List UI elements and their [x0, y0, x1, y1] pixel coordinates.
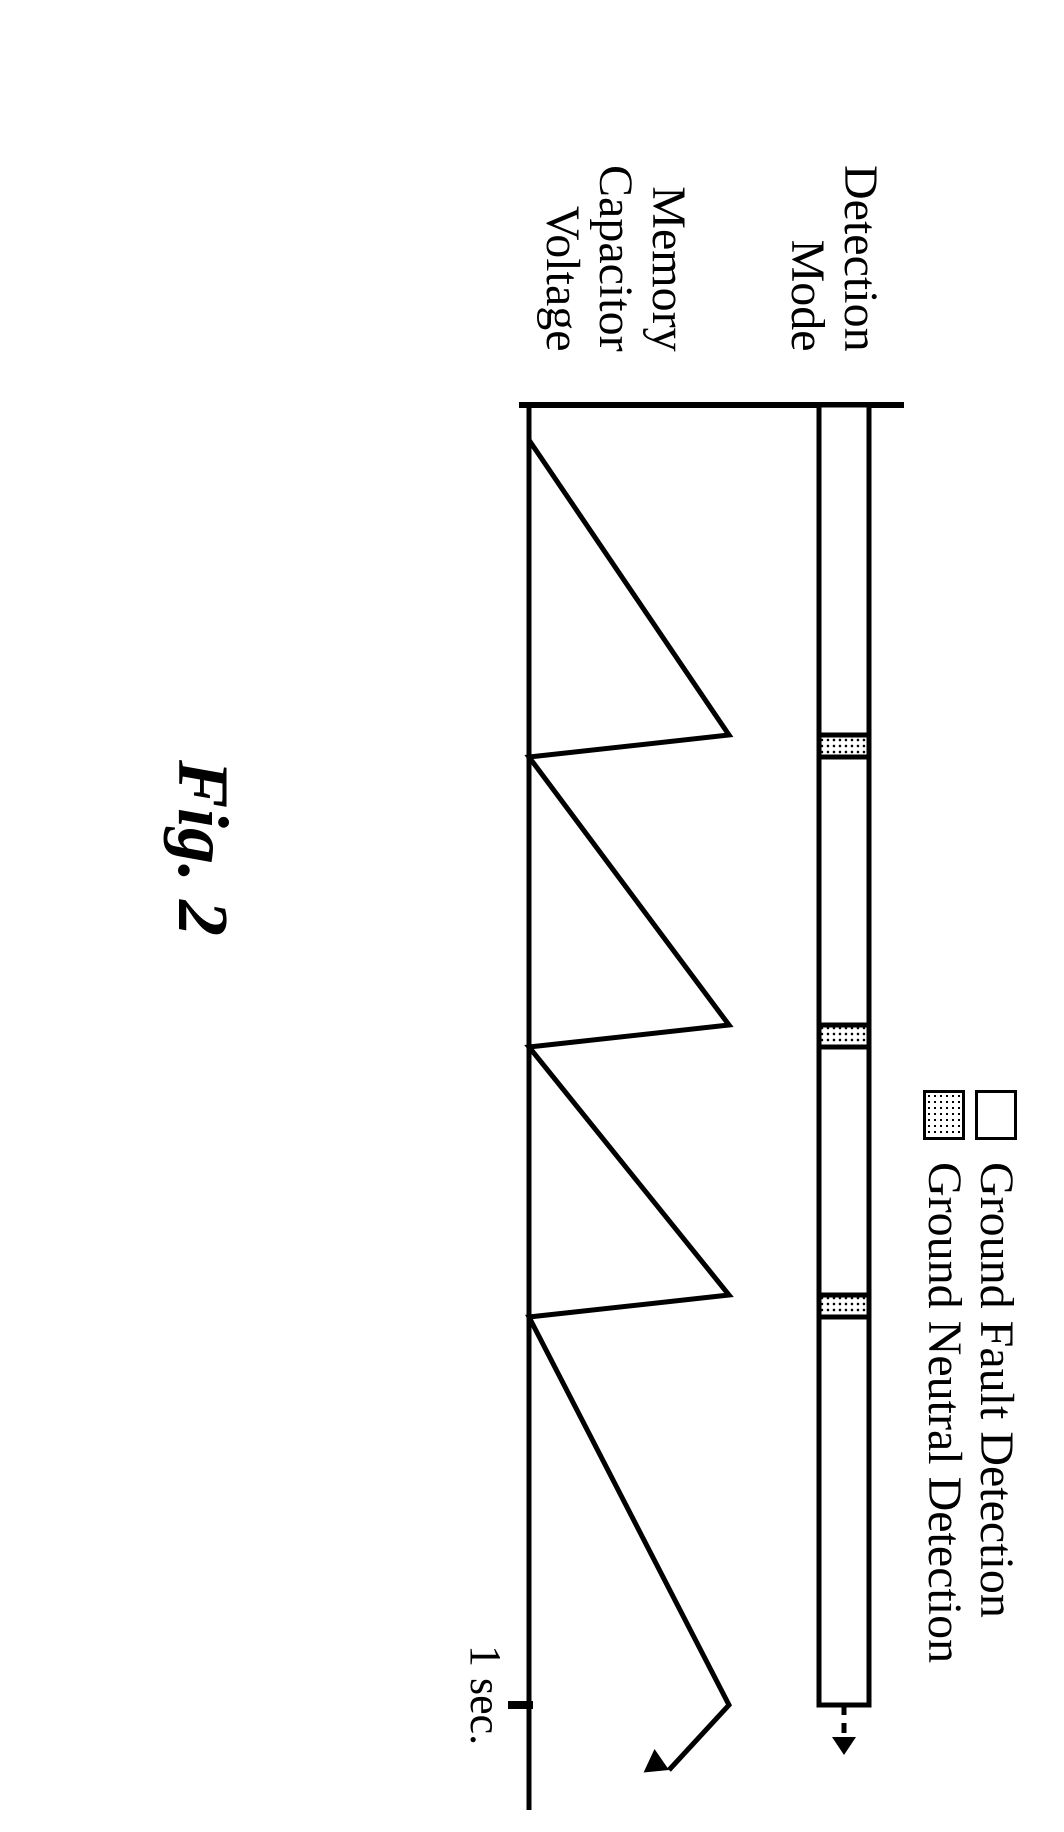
x-tick-label: 1 sec. [460, 1645, 511, 1745]
figure-content: Ground Fault Detection Ground Neutral De… [0, 0, 1064, 1832]
figure-container: Ground Fault Detection Ground Neutral De… [0, 0, 1064, 1832]
figure-caption: Fig. 2 [161, 760, 244, 936]
diagram-svg [0, 0, 1064, 1832]
